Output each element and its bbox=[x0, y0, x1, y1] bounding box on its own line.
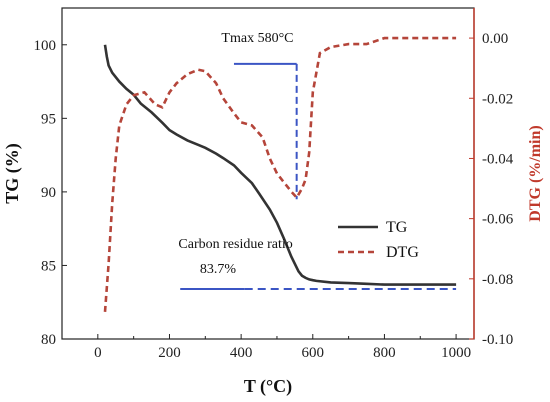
x-tick-label: 0 bbox=[94, 345, 102, 361]
x-tick-label: 1000 bbox=[441, 345, 471, 361]
tmax-annotation: Tmax 580°C bbox=[221, 31, 293, 46]
y-left-tick-label: 80 bbox=[41, 332, 56, 348]
x-tick-label: 600 bbox=[302, 345, 325, 361]
carbon-residue-value: 83.7% bbox=[200, 262, 237, 277]
x-axis-title: T (°C) bbox=[244, 376, 292, 397]
legend-tg-label: TG bbox=[386, 219, 408, 236]
y-left-axis-title: TG (%) bbox=[2, 143, 23, 204]
x-ticks: 0 200 400 600 800 1000 bbox=[61, 334, 471, 361]
y-right-tick-label: -0.04 bbox=[482, 151, 514, 167]
legend-dtg-label: DTG bbox=[386, 244, 419, 261]
y-right-tick-label: -0.10 bbox=[482, 332, 513, 348]
x-tick-label: 400 bbox=[230, 345, 253, 361]
annotation-lines bbox=[180, 62, 457, 290]
x-tick-label: 800 bbox=[373, 345, 396, 361]
y-right-tick-label: -0.02 bbox=[482, 91, 513, 107]
y-left-ticks: 80 85 90 95 100 bbox=[34, 38, 67, 348]
series-dtg-line bbox=[103, 36, 457, 312]
y-right-tick-label: -0.08 bbox=[482, 272, 513, 288]
series-tg-line bbox=[103, 44, 457, 286]
y-left-tick-label: 95 bbox=[41, 111, 56, 127]
y-right-ticks: -0.10 -0.08 -0.06 -0.04 -0.02 0.00 bbox=[469, 31, 514, 348]
y-left-tick-label: 85 bbox=[41, 258, 56, 274]
y-left-tick-label: 90 bbox=[41, 185, 56, 201]
y-left-tick-label: 100 bbox=[34, 38, 57, 54]
plot-frame bbox=[61, 7, 475, 340]
legend: TG DTG bbox=[338, 219, 419, 261]
y-right-tick-label: -0.06 bbox=[482, 212, 514, 228]
x-tick-label: 200 bbox=[158, 345, 181, 361]
y-right-axis-title: DTG (%/min) bbox=[527, 125, 544, 221]
y-right-tick-label: 0.00 bbox=[482, 31, 508, 47]
carbon-residue-annotation: Carbon residue ratio bbox=[178, 237, 292, 252]
